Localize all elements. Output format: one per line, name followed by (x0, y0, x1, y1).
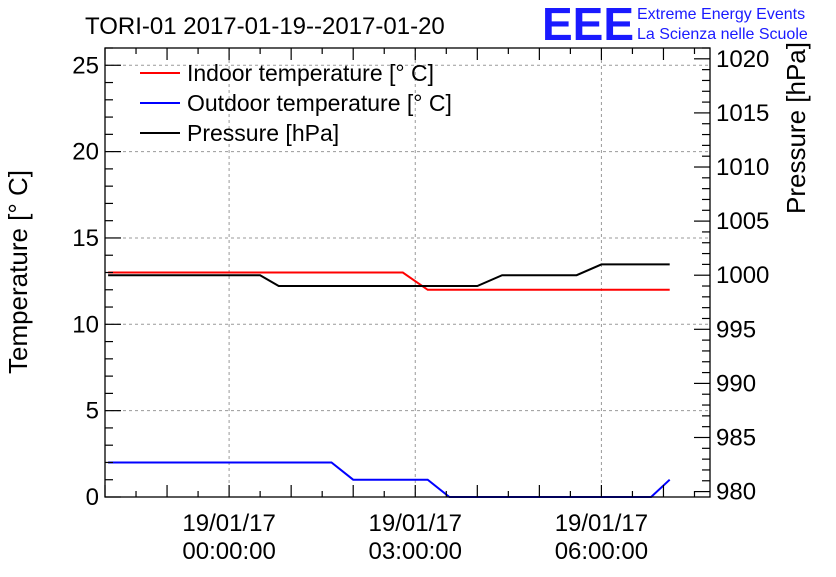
legend-label-2: Pressure [hPa] (187, 120, 339, 146)
legend-label-0: Indoor temperature [° C] (187, 60, 434, 86)
axis-layer: 0510152025980985990995100010051010101510… (72, 46, 769, 565)
eee-logo-mark: EEE (542, 0, 634, 50)
tick-label-x-date-3: 19/01/17 (369, 510, 462, 537)
tick-label-right-980: 980 (716, 479, 756, 506)
tick-label-right-995: 995 (716, 316, 756, 343)
series-line-2 (108, 263, 670, 287)
legend-label-1: Outdoor temperature [° C] (187, 90, 452, 116)
tick-label-left-5: 5 (86, 398, 99, 425)
tick-label-x-time-0: 00:00:00 (182, 538, 275, 565)
series-layer (108, 263, 671, 498)
tick-label-right-985: 985 (716, 424, 756, 451)
tick-label-x-time-3: 03:00:00 (369, 538, 462, 565)
tick-label-right-990: 990 (716, 370, 756, 397)
eee-logo: EEE Extreme Energy Events La Scienza nel… (542, 0, 808, 50)
tick-label-x-time-6: 06:00:00 (555, 538, 648, 565)
tick-label-left-0: 0 (86, 484, 99, 511)
tick-label-left-10: 10 (72, 311, 99, 338)
eee-logo-line2: La Scienza nelle Scuole (637, 26, 808, 43)
tick-label-left-15: 15 (72, 225, 99, 252)
tick-label-left-20: 20 (72, 139, 99, 166)
tick-label-right-1010: 1010 (716, 154, 769, 181)
eee-logo-line1: Extreme Energy Events (637, 6, 805, 23)
legend: Indoor temperature [° C] Outdoor temperat… (140, 60, 452, 146)
tick-label-x-date-6: 19/01/17 (555, 510, 648, 537)
series-line-1 (108, 461, 671, 498)
y-axis-left-label: Temperature [° C] (3, 170, 33, 374)
tick-label-right-1005: 1005 (716, 208, 769, 235)
series-line-0 (108, 271, 670, 291)
tick-label-right-1000: 1000 (716, 262, 769, 289)
tick-label-left-25: 25 (72, 52, 99, 79)
y-axis-right-label: Pressure [hPa] (781, 42, 811, 214)
chart-title: TORI-01 2017-01-19--2017-01-20 (85, 13, 445, 40)
tick-label-right-1015: 1015 (716, 100, 769, 127)
tick-label-x-date-0: 19/01/17 (182, 510, 275, 537)
tick-label-right-1020: 1020 (716, 46, 769, 73)
